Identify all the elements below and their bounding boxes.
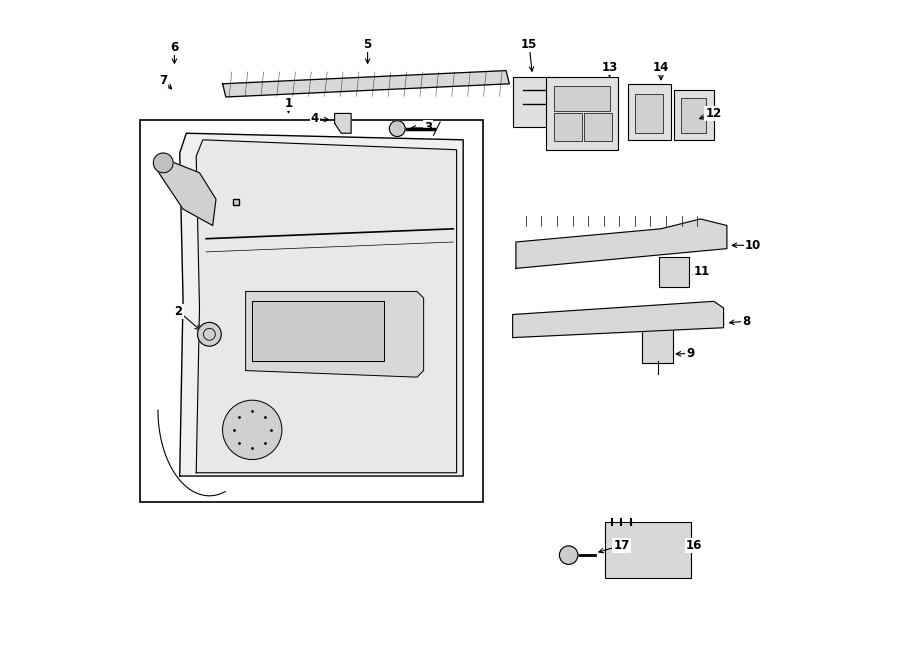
Text: 14: 14 — [652, 61, 669, 73]
Text: 8: 8 — [742, 314, 751, 328]
Circle shape — [153, 153, 173, 173]
Text: 6: 6 — [170, 41, 178, 54]
Polygon shape — [222, 71, 509, 97]
FancyBboxPatch shape — [554, 113, 581, 141]
Text: 17: 17 — [613, 539, 629, 551]
Polygon shape — [180, 133, 464, 476]
FancyBboxPatch shape — [554, 86, 609, 111]
Polygon shape — [516, 219, 727, 268]
Polygon shape — [252, 301, 384, 361]
Text: 13: 13 — [601, 61, 617, 73]
Polygon shape — [246, 291, 424, 377]
Polygon shape — [513, 301, 724, 338]
FancyBboxPatch shape — [643, 329, 673, 363]
Text: 7: 7 — [159, 74, 167, 87]
FancyBboxPatch shape — [605, 522, 690, 578]
Circle shape — [390, 120, 405, 136]
FancyBboxPatch shape — [584, 113, 611, 141]
Circle shape — [222, 401, 282, 459]
Text: 3: 3 — [424, 121, 432, 134]
Polygon shape — [196, 140, 456, 473]
Text: 1: 1 — [284, 97, 292, 110]
Text: 10: 10 — [745, 239, 761, 252]
Polygon shape — [157, 160, 216, 226]
FancyBboxPatch shape — [140, 120, 483, 502]
FancyBboxPatch shape — [635, 94, 663, 132]
Polygon shape — [335, 113, 351, 133]
Text: 5: 5 — [364, 38, 372, 51]
Circle shape — [560, 546, 578, 565]
FancyBboxPatch shape — [628, 84, 670, 140]
Circle shape — [197, 322, 221, 346]
Text: 16: 16 — [686, 539, 702, 551]
Text: 4: 4 — [310, 113, 319, 125]
FancyBboxPatch shape — [674, 91, 714, 140]
Text: 15: 15 — [521, 38, 537, 51]
FancyBboxPatch shape — [659, 256, 689, 287]
Text: 2: 2 — [175, 305, 183, 318]
FancyBboxPatch shape — [513, 77, 555, 126]
FancyBboxPatch shape — [545, 77, 618, 150]
Text: 12: 12 — [706, 107, 722, 120]
Text: 11: 11 — [694, 265, 710, 278]
FancyBboxPatch shape — [681, 98, 706, 132]
Text: 9: 9 — [687, 347, 695, 360]
